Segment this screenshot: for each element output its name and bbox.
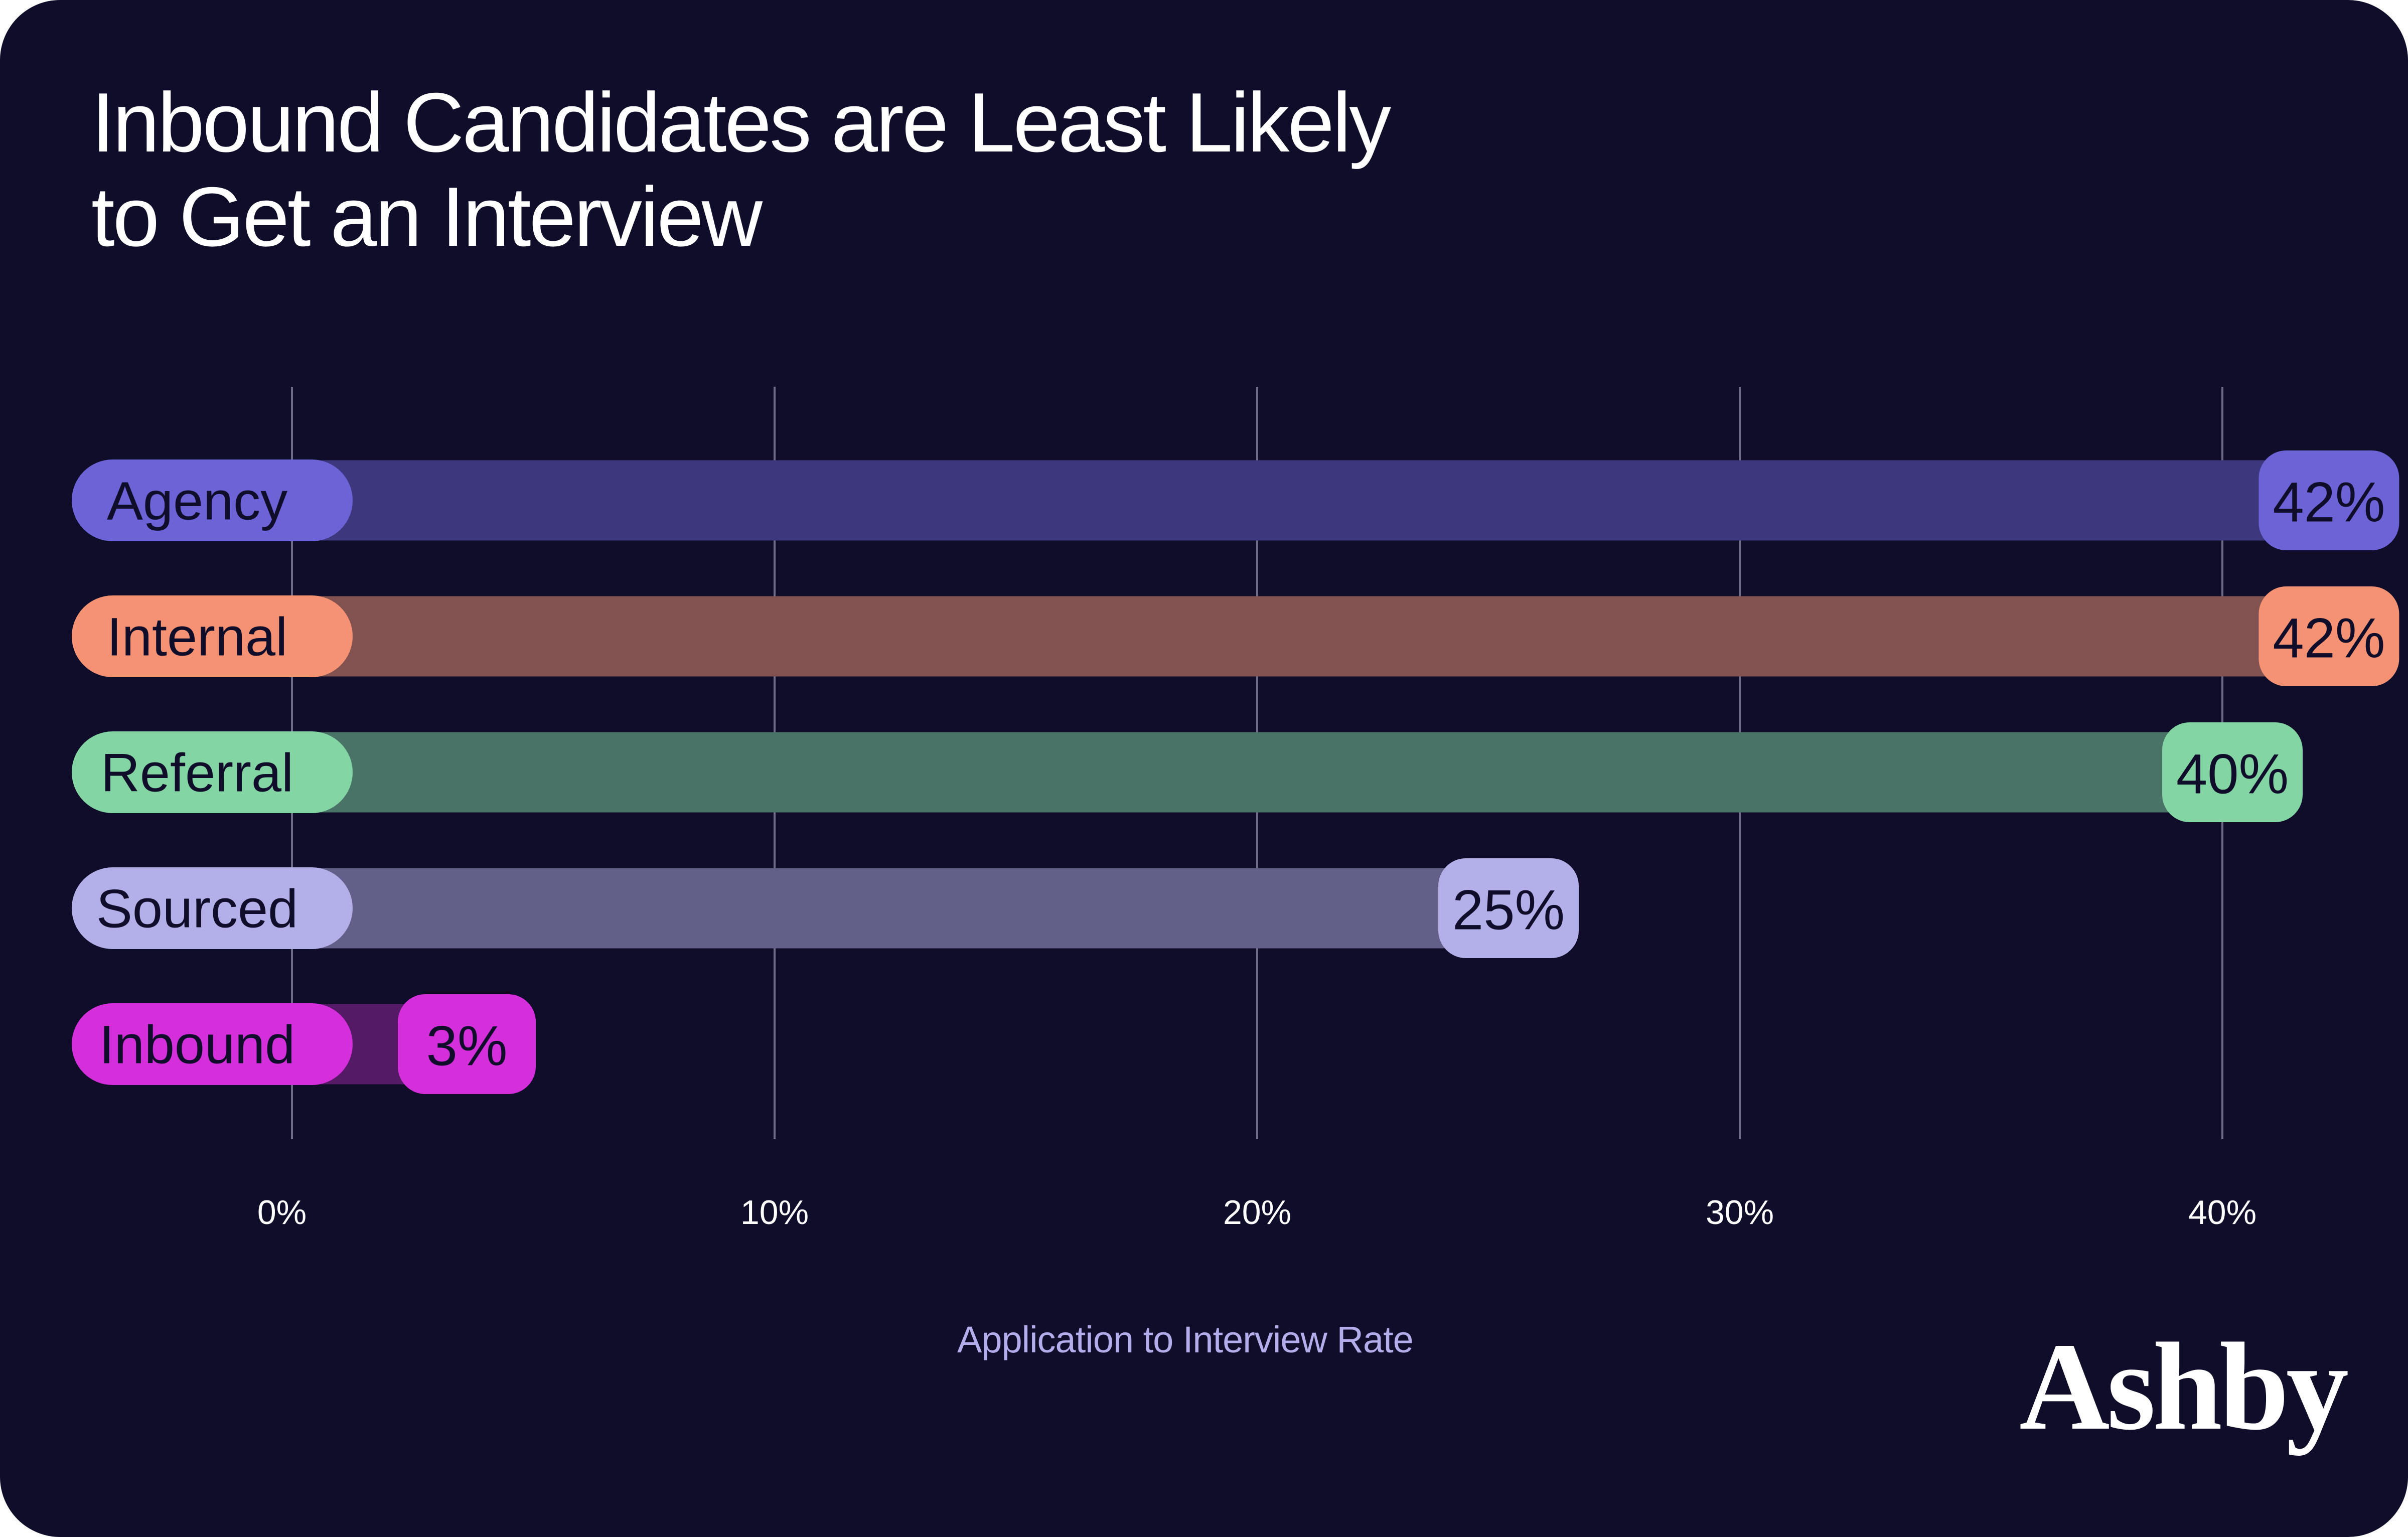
value-badge-inbound [398, 994, 536, 1094]
value-badge-sourced [1438, 858, 1579, 958]
category-pill-internal [72, 595, 353, 677]
value-badge-internal [2259, 586, 2399, 686]
category-label-inbound: Inbound [99, 1014, 295, 1075]
chart-title-line-2: to Get an Interview [91, 170, 763, 264]
bar-row-agency: Agency 42% [72, 450, 2399, 550]
bar-referral [172, 732, 2222, 813]
value-label-internal: 42% [2273, 607, 2385, 670]
x-tick-label-30: 30% [1706, 1193, 1774, 1232]
x-tick-label-20: 20% [1223, 1193, 1291, 1232]
category-pill-agency [72, 459, 353, 541]
bar-row-internal: Internal 42% [72, 586, 2399, 686]
category-label-internal: Internal [107, 606, 287, 667]
value-label-agency: 42% [2273, 471, 2385, 534]
bar-row-referral: Referral 40% [72, 722, 2303, 822]
category-pill-referral [72, 731, 353, 813]
value-label-referral: 40% [2176, 743, 2289, 806]
chart-title-line-1: Inbound Candidates are Least Likely [91, 75, 1391, 170]
bar-row-sourced: Sourced 25% [72, 858, 1579, 958]
bar-internal [172, 596, 2319, 677]
x-axis-label: Application to Interview Rate [957, 1319, 1414, 1360]
category-pill-inbound [72, 1003, 353, 1085]
x-tick-label-40: 40% [2188, 1193, 2256, 1232]
bar-sourced [172, 868, 1498, 949]
bars: Agency 42% Internal 42% Referral 40% Sourced 25… [72, 450, 2399, 1094]
category-pill-sourced [72, 867, 353, 949]
category-label-referral: Referral [101, 742, 293, 803]
value-label-inbound: 3% [426, 1015, 508, 1078]
ashby-logo: Ashby [2019, 1317, 2349, 1456]
value-badge-referral [2162, 722, 2303, 822]
chart-title: Inbound Candidates are Least Likely to G… [91, 75, 1391, 264]
x-axis-ticks: 0% 10% 20% 30% 40% [257, 1193, 2256, 1232]
bar-agency [172, 460, 2319, 541]
x-tick-label-0: 0% [257, 1193, 307, 1232]
category-label-sourced: Sourced [96, 878, 298, 939]
x-tick-label-10: 10% [740, 1193, 809, 1232]
value-label-sourced: 25% [1452, 879, 1565, 942]
category-label-agency: Agency [107, 471, 287, 531]
value-badge-agency [2259, 450, 2399, 550]
bar-row-inbound: Inbound 3% [72, 994, 536, 1094]
